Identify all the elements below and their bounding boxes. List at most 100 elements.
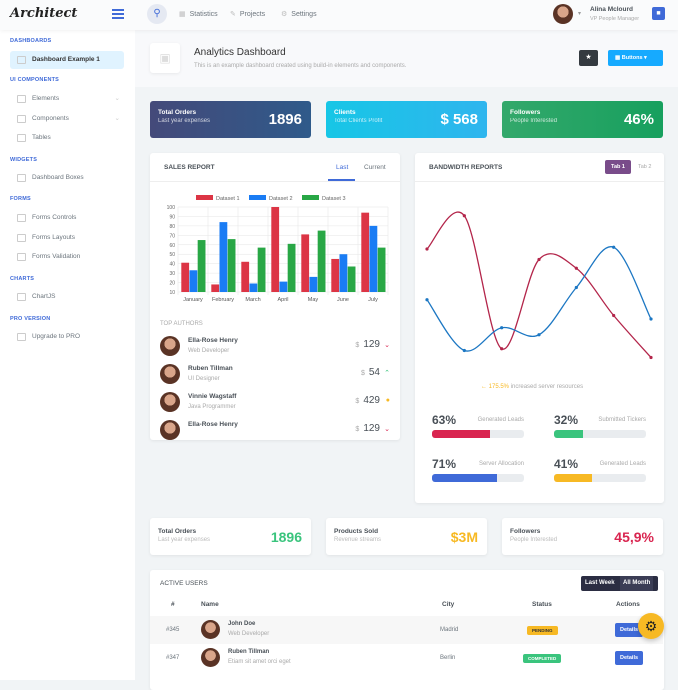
status-badge: PENDING: [527, 626, 558, 635]
tile-clients: Clients Total Clients Profit $ 568: [326, 101, 487, 138]
author-value: $129: [355, 423, 380, 434]
sidebar-item-dashboard-boxes[interactable]: Dashboard Boxes: [10, 169, 124, 187]
sidebar-item-forms-controls[interactable]: Forms Controls: [10, 209, 124, 227]
sidebar-section-title: WIDGETS: [10, 157, 38, 163]
trend-up-icon: ⌃: [384, 370, 390, 377]
tile-followers: Followers People Interested 46%: [502, 101, 663, 138]
currency: $: [360, 370, 365, 377]
user-id: #347: [166, 655, 180, 661]
pendrive-icon: [17, 253, 26, 261]
last-week-button[interactable]: Last Week: [585, 580, 615, 586]
sales-bar-chart: 10 20 30 40 50 60 70 80 90 100 January February Marc…: [160, 190, 392, 308]
data-point: [462, 348, 466, 353]
rocket-icon: [17, 56, 26, 64]
search-icon[interactable]: ⚲: [147, 4, 167, 24]
user-id: #345: [166, 627, 180, 633]
y-tick-label: 10: [169, 290, 175, 296]
progress-fill: [432, 430, 490, 438]
nav-statistics[interactable]: ▦ Statistics: [179, 10, 218, 18]
user-avatar: [201, 648, 220, 667]
nav-settings[interactable]: ⚙ Settings: [281, 10, 317, 18]
sidebar-item-tables[interactable]: Tables: [10, 129, 124, 147]
bar: [309, 276, 318, 292]
tab-current[interactable]: Current: [364, 164, 386, 171]
top-header: Architect ⚲ ▦ Statistics ✎ Projects ⚙ Setti…: [0, 0, 678, 30]
data-point: [537, 257, 541, 262]
sidebar-item-label: Tables: [32, 134, 51, 141]
tab-last[interactable]: Last: [336, 164, 349, 171]
author-value: $129: [355, 339, 380, 350]
author-name: Ella-Rose Henry: [188, 337, 238, 344]
author-role: Web Developer: [188, 348, 230, 354]
currency: $: [355, 342, 360, 349]
summary-subtitle: Last year expenses: [158, 537, 211, 543]
sidebar-section-title: FORMS: [10, 196, 31, 202]
data-point: [500, 347, 504, 351]
sidebar-item-forms-validation[interactable]: Forms Validation: [10, 248, 124, 266]
trend-neutral-icon: ●: [385, 397, 390, 404]
bar: [279, 281, 288, 292]
period-toggle: Last Week All Month: [581, 576, 658, 591]
logo[interactable]: Architect: [10, 6, 78, 21]
progress-bar: [554, 474, 646, 482]
sidebar-item-label: Elements: [32, 95, 60, 102]
user-avatar[interactable]: [553, 4, 573, 24]
author-role: Java Programmer: [188, 404, 236, 410]
sidebar-item-elements[interactable]: Elements ⌄: [10, 90, 124, 108]
business-icon: ▩: [615, 55, 621, 61]
sidebar-item-label: Dashboard Example 1: [32, 56, 100, 63]
bar: [271, 207, 280, 292]
calendar-icon[interactable]: ■: [652, 7, 665, 20]
sidebar-item-chartjs[interactable]: ChartJS: [10, 288, 124, 306]
tab-1[interactable]: Tab 1: [605, 160, 631, 174]
statistics-icon: ▦: [179, 11, 186, 18]
summary-title: Total Orders: [158, 528, 197, 535]
display-icon: [17, 134, 26, 142]
sidebar-section-title: CHARTS: [10, 276, 35, 282]
tile-title: Total Orders: [158, 109, 197, 116]
all-month-button[interactable]: All Month: [620, 576, 654, 591]
author-value: $54: [361, 367, 380, 378]
x-tick-label: June: [337, 297, 349, 303]
y-tick-label: 80: [169, 224, 175, 230]
star-button[interactable]: ★: [579, 50, 598, 66]
data-point: [612, 245, 616, 249]
nav-projects[interactable]: ✎ Projects: [230, 10, 265, 18]
tab-2[interactable]: Tab 2: [638, 164, 652, 170]
sidebar-item-upgrade-to-pro[interactable]: Upgrade to PRO: [10, 328, 124, 346]
sidebar-item-forms-layouts[interactable]: Forms Layouts: [10, 229, 124, 247]
author-item[interactable]: Ruben Tillman UI Designer $54 ⌃: [160, 362, 390, 388]
display-icon: [17, 174, 26, 182]
sidebar-item-components[interactable]: Components ⌄: [10, 110, 124, 128]
progress-bar: [432, 474, 524, 482]
details-button[interactable]: Details: [615, 623, 644, 637]
col-header: Actions: [616, 601, 640, 608]
details-button[interactable]: Details: [615, 651, 644, 665]
sidebar-item-dashboard-example-1[interactable]: Dashboard Example 1: [10, 51, 124, 69]
graph-icon: [17, 293, 26, 301]
data-point: [649, 317, 653, 321]
chevron-down-icon: ⌄: [114, 95, 120, 102]
settings-gear-button[interactable]: ⚙: [638, 613, 664, 639]
progress-bar: [554, 430, 646, 438]
light-icon: [17, 214, 26, 222]
progress-label: Generated Leads: [599, 461, 646, 467]
buttons-dropdown[interactable]: ▩ Buttons ▾: [608, 50, 663, 66]
progress-fill: [432, 474, 498, 482]
hamburger-menu-icon[interactable]: [112, 9, 124, 19]
summary-card: Total Orders Last year expenses 1896: [150, 518, 311, 555]
chevron-down-icon[interactable]: ▾: [578, 11, 582, 17]
eyedropper-icon: [17, 234, 26, 242]
bar: [369, 225, 378, 292]
author-item[interactable]: Ella-Rose Henry $129 ⌄: [160, 418, 390, 440]
legend-swatch: [196, 195, 213, 200]
status-badge: COMPLETED: [523, 654, 562, 663]
sidebar-item-label: Upgrade to PRO: [32, 333, 81, 340]
car-icon: [17, 115, 26, 123]
author-item[interactable]: Ella-Rose Henry Web Developer $129 ⌄: [160, 334, 390, 360]
user-city: Berlin: [440, 655, 456, 661]
diamond-icon: [17, 95, 26, 103]
author-item[interactable]: Vinnie Wagstaff Java Programmer $429 ●: [160, 390, 390, 416]
nav-label: Settings: [291, 11, 317, 18]
user-avatar: [201, 620, 220, 639]
